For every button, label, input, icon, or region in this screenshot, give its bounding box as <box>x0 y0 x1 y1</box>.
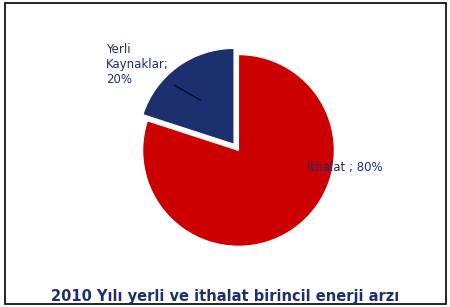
Wedge shape <box>143 55 334 246</box>
Text: İthalat ; 80%: İthalat ; 80% <box>307 161 383 174</box>
Text: 2010 Yılı yerli ve ithalat birincil enerji arzı: 2010 Yılı yerli ve ithalat birincil ener… <box>51 289 399 304</box>
Text: Yerli
Kaynaklar;
20%: Yerli Kaynaklar; 20% <box>106 43 201 100</box>
Wedge shape <box>143 49 234 144</box>
